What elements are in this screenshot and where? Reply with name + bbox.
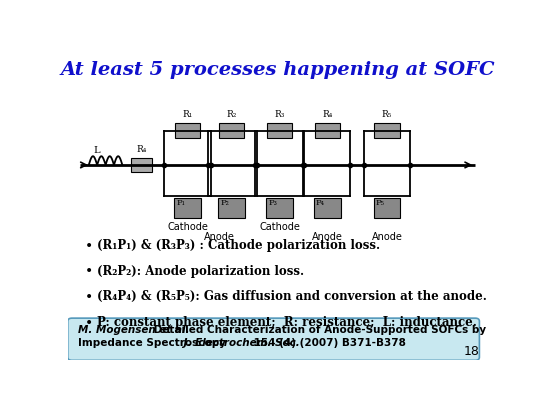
Bar xyxy=(267,198,293,218)
Text: P₁: P₁ xyxy=(176,198,185,206)
Text: P₂: P₂ xyxy=(220,198,229,206)
Text: R₁: R₁ xyxy=(182,110,192,119)
Bar xyxy=(314,198,341,218)
Text: P₄: P₄ xyxy=(316,198,325,206)
Text: •: • xyxy=(85,315,93,329)
FancyBboxPatch shape xyxy=(68,318,479,360)
Text: •: • xyxy=(85,238,93,252)
Text: P₃: P₃ xyxy=(268,198,278,206)
Text: Cathode: Cathode xyxy=(167,222,208,232)
Text: Anode: Anode xyxy=(204,231,234,241)
Bar xyxy=(375,124,399,139)
Bar xyxy=(175,124,200,139)
FancyBboxPatch shape xyxy=(131,159,152,173)
Text: (R₂P₂): Anode polarization loss.: (R₂P₂): Anode polarization loss. xyxy=(97,264,304,277)
Bar xyxy=(219,124,244,139)
Text: (R₁P₁) & (R₃P₃) : Cathode polarization loss.: (R₁P₁) & (R₃P₃) : Cathode polarization l… xyxy=(97,239,380,252)
Text: R₂: R₂ xyxy=(227,110,237,119)
Text: •: • xyxy=(85,264,93,277)
Text: 154 (4) (2007) B371-B378: 154 (4) (2007) B371-B378 xyxy=(250,337,406,347)
Text: L: L xyxy=(93,146,100,155)
Text: Anode: Anode xyxy=(372,231,402,241)
Text: R₄: R₄ xyxy=(322,110,333,119)
Text: R₄: R₄ xyxy=(136,145,146,154)
Text: J. Electrochem. Soc.: J. Electrochem. Soc. xyxy=(180,337,300,347)
Bar xyxy=(174,198,201,218)
Bar xyxy=(373,198,401,218)
Text: 18: 18 xyxy=(463,344,479,357)
Bar xyxy=(218,198,245,218)
Text: R₅: R₅ xyxy=(382,110,392,119)
Text: Anode: Anode xyxy=(312,231,343,241)
Text: Impedance Spectroscopy: Impedance Spectroscopy xyxy=(78,337,226,347)
Text: R₃: R₃ xyxy=(275,110,285,119)
Text: P: constant phase element;  R: resistance;  L: inductance.: P: constant phase element; R: resistance… xyxy=(97,315,477,328)
Text: P₅: P₅ xyxy=(376,198,385,206)
Text: Cathode: Cathode xyxy=(260,222,300,232)
Bar xyxy=(315,124,340,139)
Text: (R₄P₄) & (R₅P₅): Gas diffusion and conversion at the anode.: (R₄P₄) & (R₅P₅): Gas diffusion and conve… xyxy=(97,290,487,303)
Text: •: • xyxy=(85,289,93,303)
Text: At least 5 processes happening at SOFC: At least 5 processes happening at SOFC xyxy=(61,61,495,79)
Text: Detailed Characterization of Anode-Supported SOFCs by: Detailed Characterization of Anode-Suppo… xyxy=(150,324,486,334)
Bar xyxy=(267,124,293,139)
Text: M. Mogensen et al.: M. Mogensen et al. xyxy=(78,324,190,334)
